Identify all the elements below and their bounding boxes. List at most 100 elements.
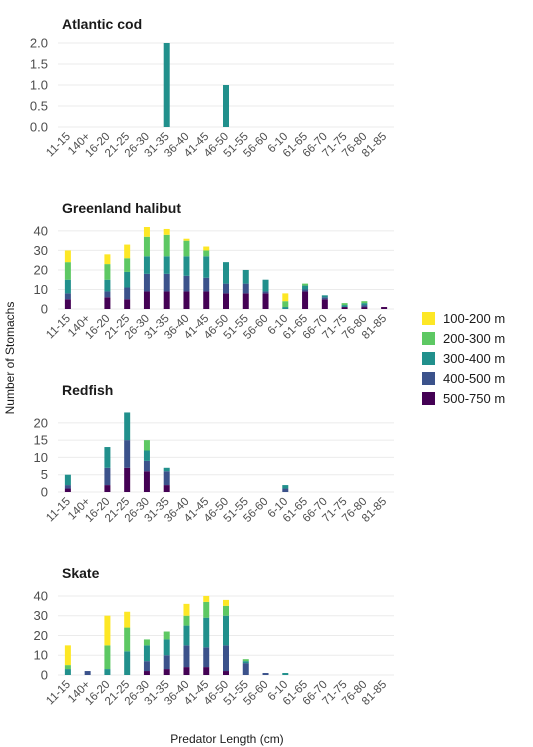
bar-segment [183,667,190,675]
bar-segment [341,303,348,306]
bar-segment [124,258,131,272]
bar-segment [361,307,368,309]
bar-segment [163,485,170,492]
panel-1: Greenland halibut01020304011-15140+16-20… [34,200,394,342]
y-tick-label: 20 [34,628,48,643]
y-tick-label: 10 [34,648,48,663]
bar-segment [64,299,71,309]
bar-segment [262,279,269,292]
bar-segment [321,295,328,298]
bar-segment [124,611,131,628]
bar-segment [124,627,131,652]
y-tick-label: 20 [34,262,48,277]
bar-segment [302,291,309,309]
bar-segment [163,234,170,257]
bar-segment [124,299,131,309]
bar-segment [143,227,150,237]
y-tick-label: 10 [34,450,48,465]
panel-3: Skate01020304011-15140+16-2021-2526-3031… [34,565,394,708]
bar-segment [104,297,111,309]
bar-segment [143,256,150,274]
bar-segment [282,293,289,302]
bar-segment [143,273,150,292]
bar-segment [64,665,71,670]
panel-title: Atlantic cod [62,16,142,32]
legend-label: 500-750 m [443,391,505,406]
bar-segment [183,238,190,241]
bar-segment [143,639,150,646]
bar-segment [302,289,309,292]
bar-segment [183,240,190,257]
bar-segment [223,615,229,646]
y-tick-label: 1.0 [30,78,48,93]
bar-segment [242,269,249,284]
y-tick-label: 0.0 [30,120,48,135]
bar-segment [282,301,289,308]
y-tick-label: 30 [34,608,48,623]
y-tick-label: 40 [34,588,48,603]
bar-segment [203,647,210,668]
legend-swatch [422,332,435,345]
bar-segment [163,228,170,235]
bar-segment [183,625,190,646]
bar-segment [242,661,249,664]
bar-segment [163,471,170,486]
bar-segment [242,659,249,662]
bar-segment [282,488,289,492]
bar-segment [104,254,111,265]
bar-segment [64,645,71,666]
bar-segment [143,291,150,309]
panel-2: Redfish0510152011-15140+16-2021-2526-303… [34,382,394,525]
y-tick-label: 0 [41,302,48,317]
bar-segment [143,460,150,472]
y-tick-label: 0.5 [30,99,48,114]
bar-segment [143,236,150,257]
bar-segment [203,595,210,602]
y-tick-label: 10 [34,282,48,297]
bar-segment [64,293,71,300]
bar-segment [64,250,71,263]
bar-segment [361,305,368,308]
bar-segment [104,264,111,280]
bar-segment [163,669,170,675]
bar-segment [163,256,170,274]
bar-segment [262,293,269,309]
y-tick-label: 2.0 [30,36,48,51]
bar-segment [223,645,229,672]
bar-segment [203,256,210,278]
bar-segment [143,471,150,492]
bar-segment [203,246,210,251]
bar-segment [223,283,229,294]
bar-segment [223,293,229,309]
bar-segment [341,305,348,308]
bar-segment [203,667,210,675]
bar-segment [64,279,71,294]
bar-segment [223,605,229,616]
bar-segment [104,291,111,298]
bar-segment [104,645,111,670]
bar-segment [223,671,229,675]
legend-swatch [422,392,435,405]
panel-title: Greenland halibut [62,200,181,216]
bar-segment [124,440,131,468]
y-tick-label: 1.5 [30,57,48,72]
bar-segment [163,43,170,127]
legend-label: 400-500 m [443,371,505,386]
bar-segment [302,283,309,286]
bar-segment [321,299,328,309]
bar-segment [124,467,131,492]
bar-segment [104,669,111,675]
bar-segment [203,617,210,648]
bar-segment [124,244,131,259]
bar-segment [64,474,71,486]
bar-segment [163,655,170,670]
bar-segment [183,256,190,276]
bar-segment [203,601,210,618]
bar-segment [104,279,111,292]
bar-segment [282,673,289,675]
legend-swatch [422,372,435,385]
panel-title: Redfish [62,382,113,398]
bar-segment [64,262,71,280]
bar-segment [104,615,111,646]
